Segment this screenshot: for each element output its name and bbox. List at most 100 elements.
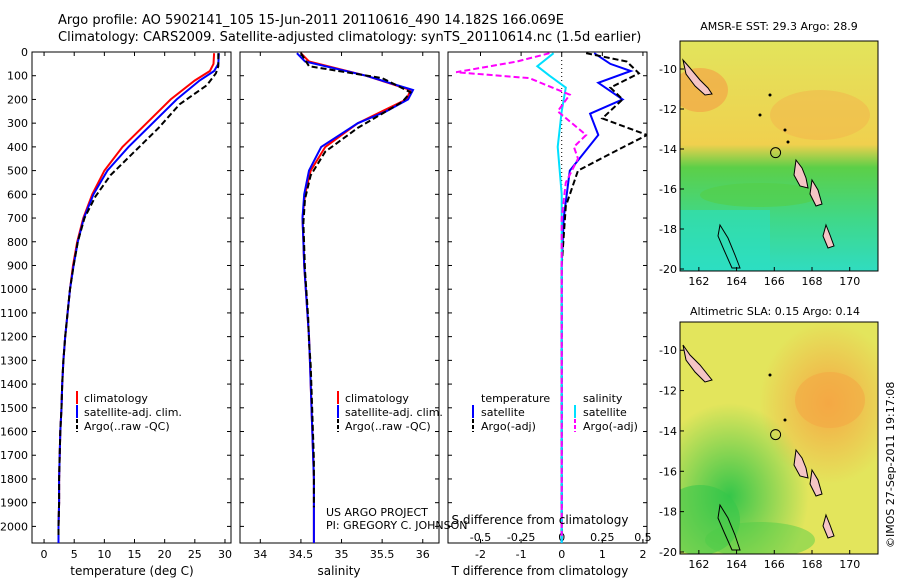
depth-tick-label: 1300 bbox=[0, 354, 28, 367]
salinity-xtick-label: 35.5 bbox=[370, 548, 395, 561]
sla-lat-tick-label: -14 bbox=[659, 425, 677, 438]
sst-map-ticks: 162 164 166 168 170 -10 -12 -14 -16 -18 -20 bbox=[659, 63, 860, 288]
difference-series-t-argo-adj- bbox=[560, 52, 647, 536]
depth-tick-label: 1000 bbox=[0, 283, 28, 296]
sst-lat-tick-label: -14 bbox=[659, 143, 677, 156]
sla-lat-tick-label: -18 bbox=[659, 506, 677, 519]
depth-tick-label: 700 bbox=[7, 212, 28, 225]
salinity-ticks: 34 34.5 35 35.5 36 bbox=[253, 52, 430, 561]
temperature-xtick-label: 10 bbox=[97, 548, 111, 561]
sst-lat-tick-label: -16 bbox=[659, 183, 677, 196]
sla-lat-tick-label: -16 bbox=[659, 465, 677, 478]
sst-lat-tick-label: -20 bbox=[659, 263, 677, 276]
temperature-panel-frame bbox=[31, 51, 232, 544]
salinity-series-argo-raw-qc- bbox=[300, 52, 413, 508]
sla-lon-tick-label: 162 bbox=[688, 558, 709, 571]
diff-legend-sal-argo: Argo(-adj) bbox=[583, 420, 638, 433]
depth-tick-label: 800 bbox=[7, 236, 28, 249]
temp-legend-climatology: climatology bbox=[84, 392, 148, 405]
difference-xtick-label: 0 bbox=[558, 548, 565, 561]
difference-xtick2-label: 0.5 bbox=[634, 531, 652, 544]
temperature-xtick-label: 30 bbox=[218, 548, 232, 561]
diff-legend-sal-satellite: satellite bbox=[583, 406, 627, 419]
imos-credit: ©IMOS 27-Sep-2011 19:17:08 bbox=[884, 382, 897, 548]
sla-map bbox=[680, 322, 878, 554]
sst-lon-tick-label: 162 bbox=[688, 275, 709, 288]
temperature-xtick-label: 15 bbox=[128, 548, 142, 561]
difference-xtick2-label: -0.5 bbox=[470, 531, 491, 544]
sla-map-frame bbox=[679, 321, 879, 555]
sla-lat-tick-label: -10 bbox=[659, 344, 677, 357]
depth-tick-label: 500 bbox=[7, 165, 28, 178]
temperature-ticks: 0 5 10 15 20 25 30 bbox=[41, 52, 232, 561]
sla-lat-tick-label: -12 bbox=[659, 385, 677, 398]
sla-lon-tick-label: 166 bbox=[764, 558, 785, 571]
difference-xtick2-label: -0.25 bbox=[507, 531, 535, 544]
temperature-xtick-label: 20 bbox=[158, 548, 172, 561]
depth-tick-label: 1400 bbox=[0, 378, 28, 391]
salinity-xtick-label: 36 bbox=[416, 548, 430, 561]
sst-lon-tick-label: 164 bbox=[726, 275, 747, 288]
diff-legend-title-temp: temperature bbox=[481, 392, 550, 405]
sst-map bbox=[680, 41, 878, 271]
sst-map-title: AMSR-E SST: 29.3 Argo: 28.9 bbox=[700, 20, 858, 33]
temperature-xtick-label: 0 bbox=[41, 548, 48, 561]
depth-tick-label: 1900 bbox=[0, 497, 28, 510]
difference-xtick-label: -2 bbox=[475, 548, 486, 561]
sal-legend-climatology: climatology bbox=[345, 392, 409, 405]
salinity-xtick-label: 35 bbox=[335, 548, 349, 561]
sal-legend-satellite: satellite-adj. clim. bbox=[345, 406, 443, 419]
diff-legend-temp-argo: Argo(-adj) bbox=[481, 420, 536, 433]
difference-series bbox=[455, 52, 647, 543]
sst-lat-tick-label: -18 bbox=[659, 223, 677, 236]
salinity-xlabel: salinity bbox=[317, 564, 360, 578]
salinity-xtick-label: 34 bbox=[253, 548, 267, 561]
difference-series-s-argo-adj- bbox=[455, 52, 588, 536]
depth-tick-label: 2000 bbox=[0, 520, 28, 533]
depth-tick-label: 1700 bbox=[0, 449, 28, 462]
depth-tick-label: 1800 bbox=[0, 473, 28, 486]
temperature-series-argo-raw-qc- bbox=[57, 53, 220, 536]
depth-tick-label: 300 bbox=[7, 117, 28, 130]
difference-xtick-label: 2 bbox=[639, 548, 646, 561]
sst-lat-tick-label: -10 bbox=[659, 63, 677, 76]
difference-xlabel-t: T difference from climatology bbox=[451, 564, 629, 578]
figure-title-line1: Argo profile: AO 5902141_105 15-Jun-2011… bbox=[58, 13, 564, 28]
diff-legend-temp-satellite: satellite bbox=[481, 406, 525, 419]
depth-tick-label: 400 bbox=[7, 141, 28, 154]
depth-tick-label: 1500 bbox=[0, 402, 28, 415]
temperature-xtick-label: 5 bbox=[71, 548, 78, 561]
salinity-series bbox=[296, 52, 415, 543]
salinity-xtick-label: 34.5 bbox=[289, 548, 314, 561]
sla-argo-position-marker bbox=[770, 429, 782, 441]
temp-legend-satellite: satellite-adj. clim. bbox=[84, 406, 182, 419]
sla-map-ticks: 162 164 166 168 170 -10 -12 -14 -16 -18 -20 bbox=[659, 344, 860, 571]
sst-lon-tick-label: 170 bbox=[839, 275, 860, 288]
depth-axis-ticks: 0 100 200 300 400 500 600 700 800 900 1000 1100 1200… bbox=[0, 46, 647, 533]
sst-lat-tick-label: -12 bbox=[659, 103, 677, 116]
depth-tick-label: 900 bbox=[7, 259, 28, 272]
sst-argo-position-marker bbox=[770, 147, 782, 159]
temperature-legend: climatology satellite-adj. clim. Argo(..… bbox=[76, 391, 182, 433]
figure-title-line2: Climatology: CARS2009. Satellite-adjuste… bbox=[58, 30, 641, 45]
difference-panel-frame bbox=[447, 51, 648, 544]
project-annotation-line2: PI: GREGORY C. JOHNSON bbox=[326, 519, 467, 532]
sla-lon-tick-label: 170 bbox=[839, 558, 860, 571]
difference-xtick-label: 1 bbox=[599, 548, 606, 561]
depth-tick-label: 1200 bbox=[0, 331, 28, 344]
sla-lon-tick-label: 168 bbox=[802, 558, 823, 571]
difference-xtick-label: -1 bbox=[516, 548, 527, 561]
temperature-series bbox=[57, 53, 220, 543]
temperature-xtick-label: 25 bbox=[188, 548, 202, 561]
salinity-panel-frame bbox=[239, 51, 440, 544]
sla-lon-tick-label: 164 bbox=[726, 558, 747, 571]
difference-xlabel-s: S difference from climatology bbox=[452, 513, 629, 527]
sst-map-frame bbox=[679, 40, 879, 272]
sst-lon-tick-label: 166 bbox=[764, 275, 785, 288]
diff-legend-title-sal: salinity bbox=[583, 392, 623, 405]
depth-tick-label: 1600 bbox=[0, 426, 28, 439]
depth-tick-label: 1100 bbox=[0, 307, 28, 320]
sla-lat-tick-label: -20 bbox=[659, 546, 677, 559]
temp-legend-argo: Argo(..raw -QC) bbox=[84, 420, 170, 433]
